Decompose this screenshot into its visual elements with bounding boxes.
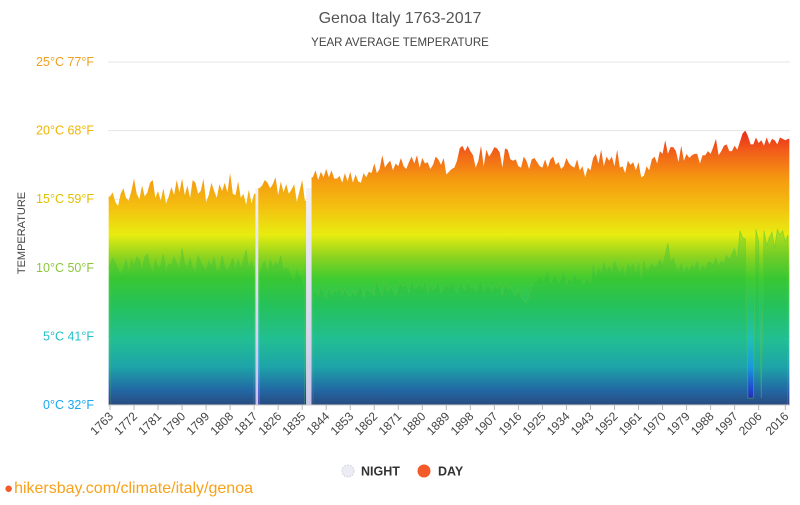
x-tick-label: 2006 (736, 409, 765, 438)
x-tick-label: 1898 (448, 409, 477, 438)
x-tick-label: 1961 (616, 409, 645, 438)
x-tick-label: 1835 (280, 409, 309, 438)
data-areas (108, 130, 790, 406)
y-tick-label: 0°C 32°F (43, 398, 94, 412)
y-axis-labels: 0°C 32°F 5°C 41°F 10°C 50°F 15°C 59°F 20°C 6… (36, 55, 94, 412)
day-area-segment-0 (108, 173, 256, 405)
legend-day-label: DAY (438, 465, 464, 479)
x-tick-label: 1889 (424, 409, 453, 438)
x-tick-label: 1943 (568, 409, 597, 438)
x-tick-label: 1763 (87, 409, 116, 438)
legend: NIGHT DAY (341, 464, 464, 479)
map-pin-icon: ● (4, 480, 14, 497)
x-tick-label: 1970 (640, 409, 669, 438)
y-tick-label: 20°C 68°F (36, 124, 94, 138)
missing-data-gap (306, 188, 309, 405)
legend-night-marker (341, 464, 355, 478)
missing-data-gap (308, 188, 312, 405)
x-tick-label: 1988 (688, 409, 717, 438)
x-tick-label: 1880 (400, 409, 429, 438)
x-tick-label: 1772 (111, 409, 140, 438)
source-url[interactable]: ●hikersbay.com/climate/italy/genoa (4, 480, 253, 498)
source-url-text: hikersbay.com/climate/italy/genoa (14, 480, 253, 497)
night-area-segment-1 (259, 255, 306, 406)
night-area-segment-0 (109, 248, 255, 406)
x-tick-label: 1862 (352, 409, 381, 438)
legend-item-day[interactable]: DAY (417, 464, 464, 479)
night-area-segment-2 (312, 228, 789, 406)
chart-title: Genoa Italy 1763-2017 (319, 10, 482, 27)
x-tick-label: 1853 (328, 409, 357, 438)
x-tick-label: 1952 (592, 409, 621, 438)
missing-data-gap (255, 188, 259, 405)
y-tick-label: 10°C 50°F (36, 261, 94, 275)
x-tick-label: 1817 (231, 409, 260, 438)
y-tick-label: 25°C 77°F (36, 55, 94, 69)
x-tick-label: 1907 (472, 409, 501, 438)
day-area-segment-2 (311, 130, 790, 405)
y-tick-label: 15°C 59°F (36, 192, 94, 206)
x-tick-label: 2016 (763, 409, 792, 438)
x-tick-label: 1844 (304, 409, 333, 438)
x-axis-labels: 1763177217811790179918081817182618351844… (87, 405, 792, 438)
x-tick-label: 1979 (664, 409, 693, 438)
x-tick-label: 1871 (376, 409, 405, 438)
x-tick-label: 1790 (159, 409, 188, 438)
legend-day-marker (417, 464, 431, 478)
y-axis-title: TEMPERATURE (16, 192, 28, 274)
x-tick-label: 1934 (544, 409, 573, 438)
x-tick-label: 1808 (207, 409, 236, 438)
x-tick-label: 1781 (135, 409, 164, 438)
x-tick-label: 1997 (712, 409, 741, 438)
x-tick-label: 1925 (520, 409, 549, 438)
x-tick-label: 1799 (183, 409, 212, 438)
legend-item-night[interactable]: NIGHT (341, 464, 400, 479)
chart-subtitle: YEAR AVERAGE TEMPERATURE (311, 37, 489, 49)
y-tick-label: 5°C 41°F (43, 329, 94, 343)
x-tick-label: 1916 (496, 409, 525, 438)
legend-night-label: NIGHT (361, 465, 400, 479)
day-area-segment-1 (258, 177, 307, 405)
x-tick-label: 1826 (256, 409, 285, 438)
